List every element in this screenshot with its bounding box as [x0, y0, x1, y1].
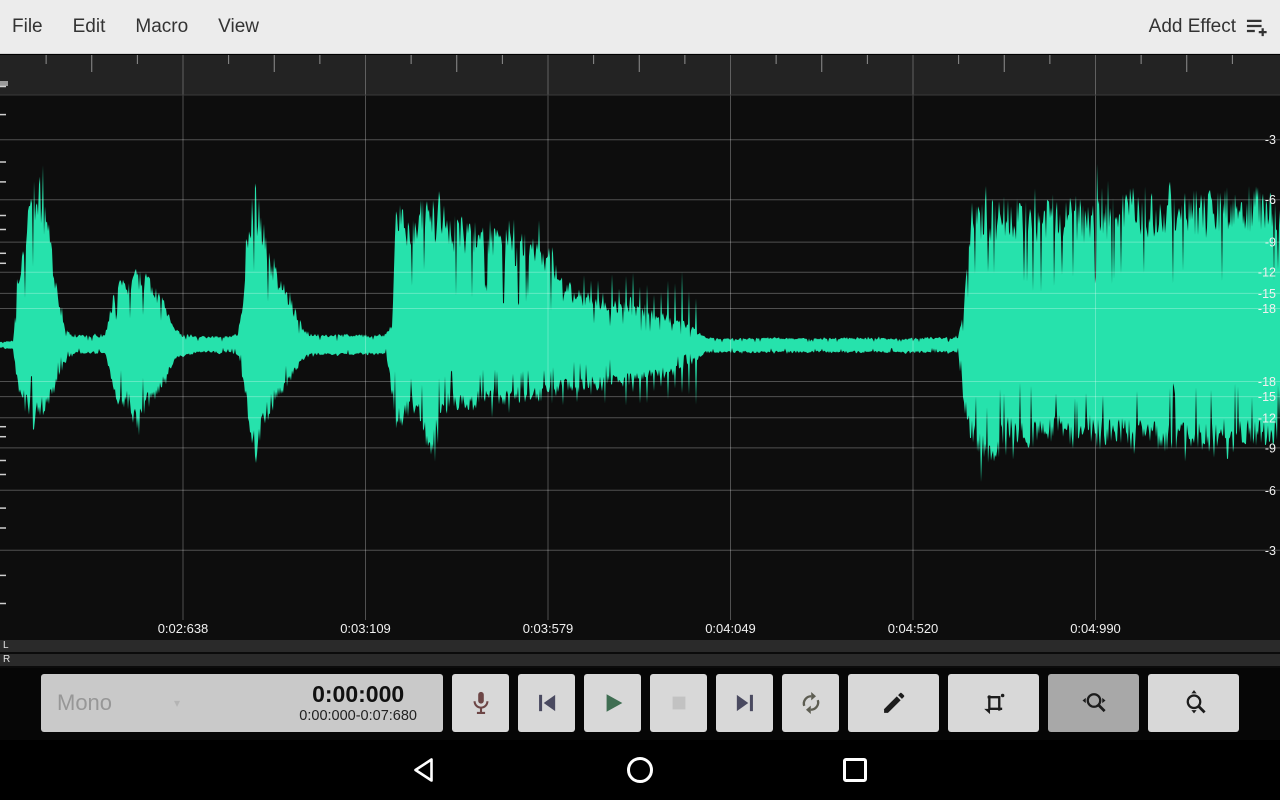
home-icon — [627, 757, 653, 783]
stop-button[interactable] — [650, 674, 707, 732]
db-label: -15 — [1258, 390, 1276, 404]
db-label: -18 — [1258, 302, 1276, 316]
channel-strip-right[interactable]: R — [0, 654, 1280, 666]
current-time: 0:00:000 — [312, 681, 405, 707]
db-label: -3 — [1265, 544, 1276, 558]
pencil-icon — [883, 692, 904, 713]
zoom-horizontal-icon — [1082, 693, 1106, 713]
time-label: 0:04:520 — [888, 621, 939, 636]
selection-range: 0:00:000-0:07:680 — [299, 708, 417, 724]
record-button[interactable] — [452, 674, 509, 732]
stop-icon — [672, 696, 685, 710]
zoom-horizontal-button[interactable] — [1048, 674, 1139, 732]
trim-button[interactable] — [948, 674, 1039, 732]
waveform-editor[interactable]: -3 -3 -6 -6 -9 -9 -12 -12 -15 -15 -18 -18 0:02:638 0:… — [0, 55, 1280, 640]
menu-macro[interactable]: Macro — [135, 15, 189, 37]
db-label: -12 — [1258, 266, 1276, 280]
add-effect-label: Add Effect — [1148, 15, 1236, 37]
playlist-add-icon — [1243, 13, 1270, 40]
menu-bar: File Edit Macro View Add Effect — [0, 0, 1280, 54]
zoom-vertical-button[interactable] — [1148, 674, 1239, 732]
loop-icon — [802, 692, 819, 714]
menu-edit[interactable]: Edit — [72, 15, 106, 37]
loop-button[interactable] — [782, 674, 839, 732]
skip-to-end-button[interactable] — [716, 674, 773, 732]
channel-strip-left[interactable]: L — [0, 640, 1280, 652]
time-label: 0:04:990 — [1070, 621, 1121, 636]
time-display: 0:00:000 0:00:000-0:07:680 — [299, 681, 417, 725]
db-label: -12 — [1258, 411, 1276, 425]
db-label: -18 — [1258, 375, 1276, 389]
time-label: 0:04:049 — [705, 621, 756, 636]
waveform-path — [0, 163, 1280, 482]
trim-icon — [983, 693, 1004, 715]
db-label: -6 — [1265, 484, 1276, 498]
skip-next-icon — [736, 694, 753, 712]
back-icon — [414, 758, 433, 782]
menu-view[interactable]: View — [218, 15, 260, 37]
skip-to-start-button[interactable] — [518, 674, 575, 732]
recents-button[interactable] — [838, 753, 872, 787]
time-ruler — [0, 55, 1280, 95]
edit-button[interactable] — [848, 674, 939, 732]
recents-icon — [843, 758, 867, 782]
time-label: 0:02:638 — [158, 621, 209, 636]
channel-mode-caret-icon: ▾ — [174, 696, 181, 710]
waveform-canvas[interactable]: -3-3-6-6-9-9-12-12-15-15-18-180:02:638 0:… — [0, 55, 1280, 640]
db-label: -9 — [1265, 236, 1276, 250]
play-icon — [606, 694, 622, 712]
ruler-marker — [0, 81, 8, 86]
track-info-panel[interactable]: Mono ▾ 0:00:000 0:00:000-0:07:680 — [41, 674, 443, 732]
home-button[interactable] — [623, 753, 657, 787]
db-label: -3 — [1265, 133, 1276, 147]
channel-strips: L R — [0, 640, 1280, 668]
channel-mode-label: Mono — [57, 690, 113, 715]
play-button[interactable] — [584, 674, 641, 732]
time-label: 0:03:109 — [340, 621, 391, 636]
zoom-vertical-icon — [1186, 690, 1206, 714]
db-label: -9 — [1265, 441, 1276, 455]
menu-file[interactable]: File — [12, 15, 43, 37]
add-effect-button[interactable]: Add Effect — [1149, 13, 1280, 40]
transport-toolbar: Mono ▾ 0:00:000 0:00:000-0:07:680 — [0, 668, 1280, 740]
skip-previous-icon — [538, 694, 555, 712]
back-button[interactable] — [408, 753, 442, 787]
db-label: -15 — [1258, 287, 1276, 301]
db-label: -6 — [1265, 193, 1276, 207]
microphone-icon — [473, 691, 488, 714]
time-label: 0:03:579 — [523, 621, 574, 636]
android-navigation-bar — [0, 740, 1280, 800]
